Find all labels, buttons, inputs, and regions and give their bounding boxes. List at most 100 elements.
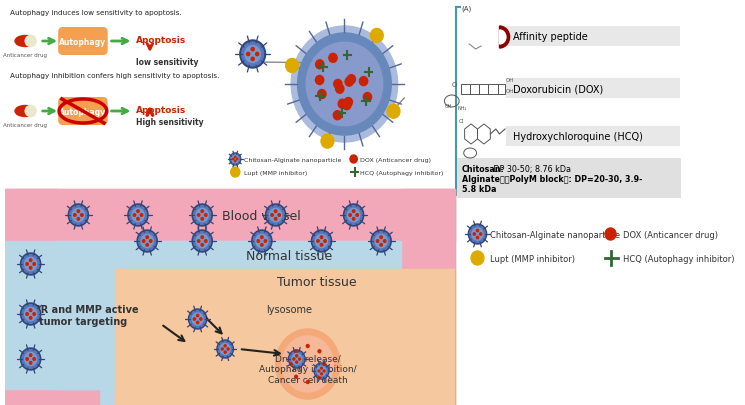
Circle shape xyxy=(72,209,84,222)
Text: DP 30-50; 8.76 kDa: DP 30-50; 8.76 kDa xyxy=(491,164,571,174)
Circle shape xyxy=(194,232,211,251)
Text: OH: OH xyxy=(506,89,514,94)
Circle shape xyxy=(364,93,372,102)
Circle shape xyxy=(26,263,28,266)
Circle shape xyxy=(201,244,203,247)
Circle shape xyxy=(197,240,200,243)
Bar xyxy=(498,85,505,95)
Circle shape xyxy=(25,258,37,271)
Circle shape xyxy=(306,345,309,347)
Circle shape xyxy=(329,54,337,63)
Circle shape xyxy=(77,218,80,221)
Circle shape xyxy=(69,205,89,226)
Circle shape xyxy=(197,322,199,324)
FancyBboxPatch shape xyxy=(457,159,681,198)
Circle shape xyxy=(261,236,263,239)
Circle shape xyxy=(315,364,328,378)
Text: Affinity peptide: Affinity peptide xyxy=(513,32,588,42)
Circle shape xyxy=(343,205,364,226)
Circle shape xyxy=(30,354,32,356)
Bar xyxy=(115,269,454,405)
Circle shape xyxy=(261,244,263,247)
Circle shape xyxy=(473,233,475,236)
Circle shape xyxy=(188,309,207,329)
Circle shape xyxy=(297,34,391,136)
Circle shape xyxy=(201,218,203,221)
Text: OH: OH xyxy=(506,78,514,83)
Circle shape xyxy=(314,363,329,379)
Circle shape xyxy=(336,85,344,94)
Circle shape xyxy=(236,159,238,160)
Text: OH: OH xyxy=(445,104,452,109)
Text: 5.8 kDa: 5.8 kDa xyxy=(462,185,496,194)
Circle shape xyxy=(30,362,32,364)
Bar xyxy=(58,387,100,405)
Circle shape xyxy=(30,309,32,312)
Circle shape xyxy=(320,367,323,369)
Circle shape xyxy=(252,230,272,252)
Circle shape xyxy=(142,240,145,243)
Text: Blood vessel: Blood vessel xyxy=(223,209,301,222)
Text: Apoptosis: Apoptosis xyxy=(136,36,186,45)
Text: Alginate　（PolyM block）: DP=20-30, 3.9-: Alginate （PolyM block）: DP=20-30, 3.9- xyxy=(462,175,642,183)
FancyBboxPatch shape xyxy=(58,98,108,126)
Circle shape xyxy=(235,157,236,158)
Circle shape xyxy=(205,240,207,243)
Circle shape xyxy=(33,358,35,360)
Circle shape xyxy=(317,240,319,243)
Circle shape xyxy=(295,375,297,378)
Text: Lupt (MMP inhibitor): Lupt (MMP inhibitor) xyxy=(490,254,575,263)
Ellipse shape xyxy=(469,32,497,45)
Circle shape xyxy=(371,230,391,252)
Ellipse shape xyxy=(25,36,37,47)
Bar xyxy=(5,190,454,241)
Text: (A): (A) xyxy=(461,5,472,11)
Circle shape xyxy=(372,232,390,251)
Circle shape xyxy=(311,230,332,252)
Text: NH₂: NH₂ xyxy=(457,106,466,111)
Circle shape xyxy=(240,41,265,69)
Circle shape xyxy=(130,206,147,225)
Circle shape xyxy=(278,214,280,217)
FancyBboxPatch shape xyxy=(58,28,108,56)
Circle shape xyxy=(22,305,39,324)
Text: Anticancer drug: Anticancer drug xyxy=(3,53,47,58)
Circle shape xyxy=(292,354,302,364)
Circle shape xyxy=(192,230,212,252)
Wedge shape xyxy=(499,31,506,45)
Circle shape xyxy=(227,348,229,350)
Text: Autophagy: Autophagy xyxy=(60,37,107,47)
Circle shape xyxy=(264,240,267,243)
Circle shape xyxy=(150,240,152,243)
Text: HCQ (Autophagy inhibitor): HCQ (Autophagy inhibitor) xyxy=(624,254,735,263)
Circle shape xyxy=(480,233,482,236)
Circle shape xyxy=(387,105,400,119)
Circle shape xyxy=(245,47,261,63)
Circle shape xyxy=(318,350,321,353)
Bar xyxy=(5,190,454,405)
Circle shape xyxy=(192,313,203,325)
Circle shape xyxy=(25,352,37,366)
Circle shape xyxy=(293,358,295,360)
Circle shape xyxy=(323,370,325,372)
Circle shape xyxy=(141,235,153,248)
Circle shape xyxy=(21,254,41,275)
Circle shape xyxy=(70,206,87,225)
Text: Chitosan-Alginate nanoparticle: Chitosan-Alginate nanoparticle xyxy=(490,230,621,239)
Bar xyxy=(489,85,498,95)
Circle shape xyxy=(137,210,139,213)
Ellipse shape xyxy=(25,106,37,117)
Circle shape xyxy=(221,344,230,354)
Circle shape xyxy=(33,313,35,315)
Text: Normal tissue: Normal tissue xyxy=(247,250,332,263)
Circle shape xyxy=(257,240,259,243)
Circle shape xyxy=(306,43,383,126)
Text: HCQ (Autophagy inhibitor): HCQ (Autophagy inhibitor) xyxy=(360,170,443,175)
FancyBboxPatch shape xyxy=(506,127,680,147)
Circle shape xyxy=(146,244,148,247)
Circle shape xyxy=(295,350,297,353)
Circle shape xyxy=(232,159,234,160)
Bar xyxy=(461,85,470,95)
Circle shape xyxy=(352,210,355,213)
Circle shape xyxy=(380,236,382,239)
